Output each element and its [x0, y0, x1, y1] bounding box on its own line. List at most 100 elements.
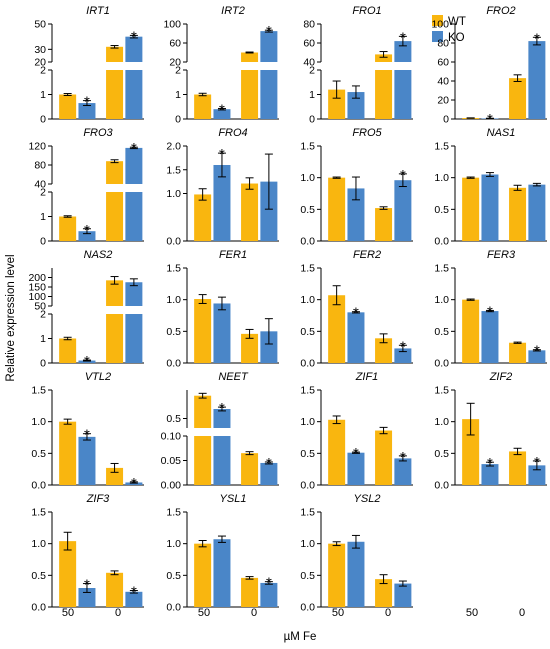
panel-title-zif1: ZIF1 — [355, 371, 379, 383]
bar-fer3-ko-0 — [528, 350, 546, 363]
tick-label-nas2: 1 — [40, 333, 46, 345]
bar-fro1-wt-0-lower — [375, 70, 393, 119]
bar-fer1-wt-50 — [194, 299, 212, 363]
panel-title-irt2: IRT2 — [221, 5, 245, 17]
panel-fro2: FRO2 0 20 40 60 80 100 * * — [431, 5, 547, 128]
tick-label-fer3: 1.5 — [434, 263, 449, 275]
bar-ysl2-ko-50 — [347, 541, 365, 607]
bar-zif2-wt-0 — [509, 451, 527, 485]
axis-break-neet — [185, 428, 189, 436]
tick-label-zif2: 0.5 — [434, 448, 449, 460]
category-label-0-col1: 0 — [115, 607, 121, 619]
tick-label-neet: 0.5 — [166, 413, 181, 425]
bar-fro3-wt-0-lower — [106, 192, 124, 241]
bar-neet-wt-50 — [194, 395, 212, 428]
bar-zif2-ko-50 — [481, 464, 499, 485]
bar-fer3-wt-50 — [462, 299, 480, 363]
tick-label-nas2: 150 — [28, 282, 46, 294]
panel-fer1: FER1 0.0 0.5 1.0 1.5 — [166, 249, 279, 370]
bar-ysl1-ko-50 — [213, 539, 231, 607]
panel-title-vtl2: VTL2 — [85, 371, 111, 383]
tick-label-fro2: 60 — [437, 57, 449, 69]
tick-label-zif3: 0.0 — [31, 602, 46, 614]
bar-irt1-ko-50 — [78, 103, 96, 119]
significance-star-fro3: * — [84, 222, 90, 239]
significance-star-zif1: * — [400, 449, 406, 466]
bar-fro3-ko-50 — [78, 231, 96, 241]
category-label-50-col4: 50 — [466, 607, 478, 619]
tick-label-nas2: 100 — [28, 291, 46, 303]
legend-label-ko: KO — [448, 32, 465, 44]
tick-label-fro3: 2 — [40, 187, 46, 199]
bar-vtl2-ko-50 — [78, 436, 96, 485]
tick-label-irt2: 20 — [169, 57, 181, 69]
legend-swatch-wt — [432, 15, 443, 26]
panel-fer2: FER2 0.0 0.5 1.0 1.5 * * — [300, 249, 413, 370]
tick-label-zif1: 0.0 — [300, 480, 315, 492]
tick-label-irt2: 1 — [175, 89, 181, 101]
bar-fer1-ko-50 — [213, 303, 231, 363]
significance-star-fro4: * — [219, 146, 225, 163]
tick-label-fro3: 1 — [40, 211, 46, 223]
bar-nas2-wt-0-lower — [106, 314, 124, 363]
tick-label-fer2: 1.0 — [300, 294, 315, 306]
tick-label-fro2: 80 — [437, 38, 449, 50]
panel-neet: NEET 0.5 0.00 0.05 0.10 * * — [161, 371, 279, 492]
bar-zif1-ko-50 — [347, 452, 365, 485]
category-label-50-col1: 50 — [62, 607, 74, 619]
significance-star-irt1: * — [84, 94, 90, 111]
significance-star-irt1: * — [131, 28, 137, 45]
bar-nas2-ko-0-lower — [125, 314, 143, 363]
panel-irt2: IRT2 20 60 100 0 1 2 * * — [163, 5, 279, 126]
tick-label-nas1: 1.5 — [434, 141, 449, 153]
significance-star-vtl2: * — [131, 475, 137, 492]
axis-break-fro3 — [50, 184, 54, 192]
bar-nas1-wt-50 — [462, 177, 480, 241]
bar-fer2-wt-0 — [375, 338, 393, 363]
tick-label-zif1: 0.5 — [300, 448, 315, 460]
tick-label-irt2: 100 — [163, 19, 181, 31]
panel-fer3: FER3 0.0 0.5 1.0 1.5 * * — [434, 249, 547, 370]
tick-label-irt1: 2 — [40, 65, 46, 77]
bar-fro5-ko-50 — [347, 188, 365, 241]
tick-label-vtl2: 1.5 — [31, 385, 46, 397]
panels: IRT1203050012**IRT22060100012**FRO140608… — [28, 5, 547, 614]
significance-star-irt2: * — [266, 23, 272, 40]
bar-nas2-wt-0 — [106, 280, 124, 306]
bar-fro4-wt-50 — [194, 194, 212, 241]
bar-vtl2-wt-0 — [106, 467, 124, 485]
category-label-0-col2: 0 — [251, 607, 257, 619]
tick-label-fer1: 1.5 — [166, 263, 181, 275]
tick-label-vtl2: 0.5 — [31, 448, 46, 460]
panel-zif1: ZIF1 0.0 0.5 1.0 1.5 * * — [300, 371, 413, 492]
bar-irt2-wt-0 — [241, 52, 259, 62]
tick-label-fro1: 60 — [303, 38, 315, 50]
bar-irt2-ko-0 — [260, 31, 278, 62]
panel-fro1: FRO1 40 60 80 0 1 2 * — [303, 5, 413, 126]
significance-star-ysl1: * — [266, 575, 272, 592]
bar-fro2-wt-0 — [509, 78, 527, 119]
tick-label-neet: 0.00 — [161, 480, 182, 492]
significance-star-fro3: * — [131, 140, 137, 157]
panel-zif3: ZIF3 0.0 0.5 1.0 1.5 * * — [31, 493, 144, 614]
category-label-50-col2: 50 — [198, 607, 210, 619]
tick-label-irt2: 2 — [175, 65, 181, 77]
bar-fro1-wt-50 — [328, 89, 346, 119]
bar-ysl2-ko-0 — [394, 583, 412, 607]
tick-label-zif2: 1.0 — [434, 416, 449, 428]
axis-break-nas2 — [50, 306, 54, 314]
tick-label-ysl1: 0.0 — [166, 602, 181, 614]
bar-zif3-ko-0 — [125, 591, 143, 607]
tick-label-fro2: 0 — [443, 114, 449, 126]
tick-label-fro2: 100 — [431, 19, 449, 31]
tick-label-fer1: 0.0 — [166, 358, 181, 370]
axis-break-irt1 — [50, 62, 54, 70]
panel-zif2: ZIF2 0.0 0.5 1.0 1.5 * * — [434, 371, 547, 492]
panel-title-fro3: FRO3 — [83, 127, 113, 139]
tick-label-vtl2: 1.0 — [31, 416, 46, 428]
category-label-0-col3: 0 — [385, 607, 391, 619]
bar-zif2-ko-0 — [528, 465, 546, 485]
tick-label-fro1: 2 — [309, 65, 315, 77]
bar-fer2-ko-50 — [347, 312, 365, 363]
tick-label-ysl2: 1.0 — [300, 538, 315, 550]
